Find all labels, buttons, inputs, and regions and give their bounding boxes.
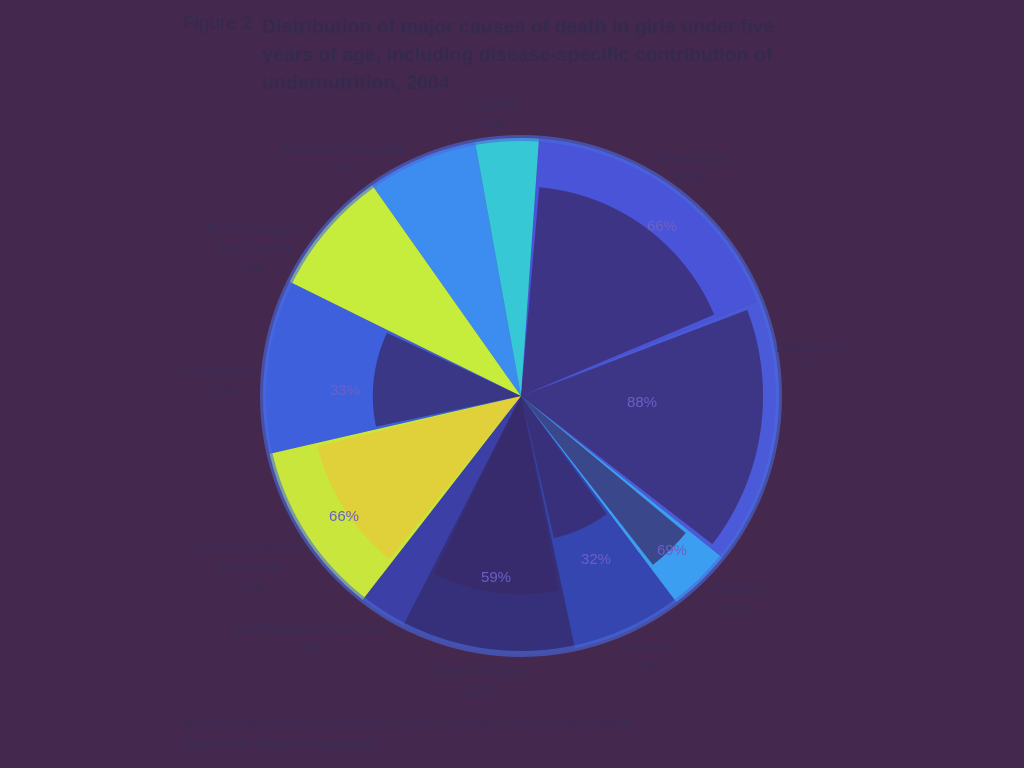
shaded-percentage-label: 66%	[329, 508, 359, 525]
slice-label: Measles 4%	[710, 581, 766, 618]
slice-label: Injuries 4%	[470, 96, 518, 133]
shaded-area-note: Shaded area indicates contribution of un…	[183, 716, 637, 731]
slice-label: Diarrhoea 17%	[776, 339, 843, 376]
undernutrition-shaded-area	[521, 187, 715, 396]
pie-slice	[289, 185, 521, 396]
undernutrition-shaded-area	[521, 309, 764, 545]
shaded-percentage-label: 66%	[647, 218, 677, 235]
slice-label: Other infections 11%	[425, 662, 530, 699]
shaded-percentage-label: 32%	[581, 551, 611, 568]
shaded-percentage-label: 33%	[330, 382, 360, 399]
shaded-percentage-label: 69%	[657, 542, 687, 559]
pie-slice	[362, 396, 521, 626]
undernutrition-shaded-area	[317, 396, 521, 560]
slice-label: Nutritional deficiencies 3%	[235, 620, 385, 657]
pie-slice	[372, 142, 521, 396]
undernutrition-shaded-area	[433, 396, 559, 595]
figure-title: Distribution of major causes of death in…	[262, 16, 775, 94]
undernutrition-shaded-area	[521, 396, 686, 565]
figure-label: Figure 2	[183, 13, 253, 34]
source-note: Source: World Health Organization.	[183, 738, 380, 752]
slice-label: Severe neonatal infections 11%	[195, 539, 304, 596]
pie-slice	[475, 138, 539, 396]
slice-label: Noncommunicable 7%	[283, 140, 407, 177]
slice-label: Prematurity 11%	[183, 362, 260, 399]
slice-label: Pneumonia 18%	[651, 150, 728, 187]
slice-label: Birth asphyxia and trauma 8%	[207, 221, 302, 278]
shaded-percentage-label: 88%	[627, 394, 657, 411]
pie-outline	[260, 135, 782, 657]
undernutrition-shaded-area	[372, 332, 521, 427]
shaded-percentage-label: 59%	[481, 569, 511, 586]
slice-label: Malaria 7%	[621, 639, 671, 676]
undernutrition-shaded-area	[521, 396, 607, 539]
